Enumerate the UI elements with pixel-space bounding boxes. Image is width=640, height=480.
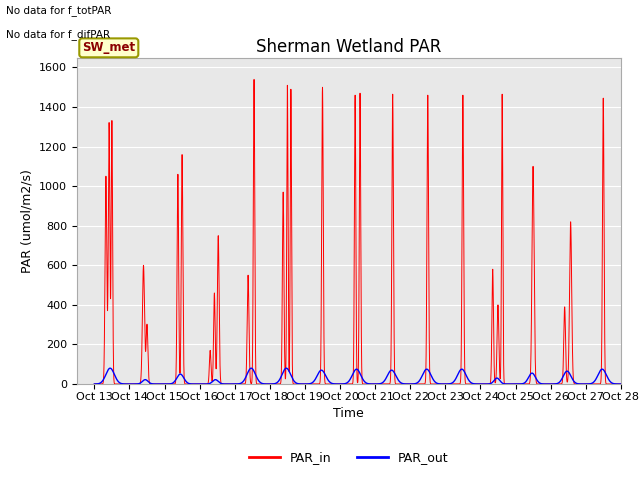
Legend: PAR_in, PAR_out: PAR_in, PAR_out xyxy=(244,446,454,469)
Text: No data for f_difPAR: No data for f_difPAR xyxy=(6,29,111,40)
Text: SW_met: SW_met xyxy=(82,41,136,54)
Text: No data for f_totPAR: No data for f_totPAR xyxy=(6,5,112,16)
Title: Sherman Wetland PAR: Sherman Wetland PAR xyxy=(256,38,442,56)
X-axis label: Time: Time xyxy=(333,407,364,420)
Y-axis label: PAR (umol/m2/s): PAR (umol/m2/s) xyxy=(20,169,33,273)
